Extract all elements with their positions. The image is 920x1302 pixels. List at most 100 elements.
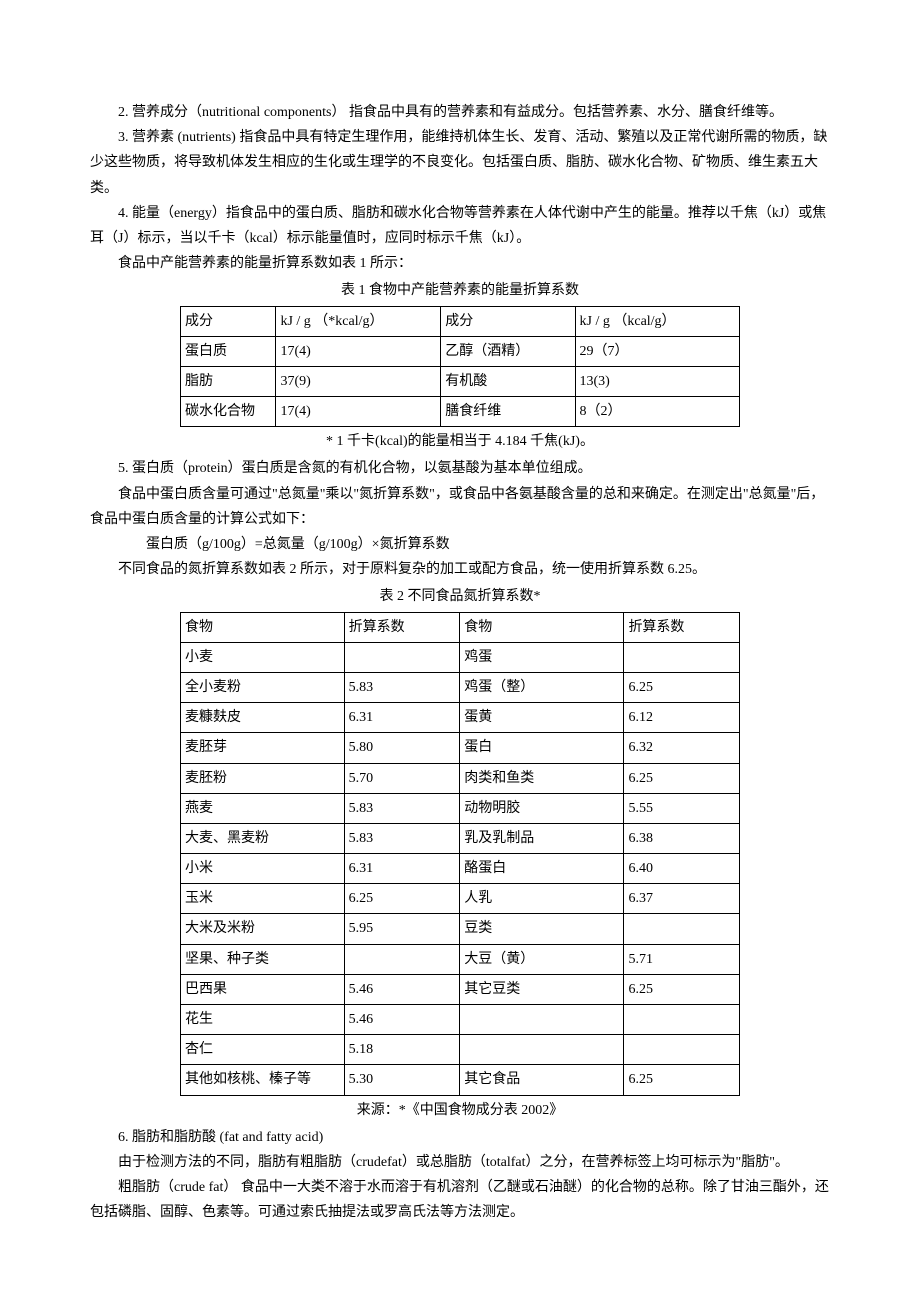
table-cell (624, 1005, 740, 1035)
paragraph-9: 由于检测方法的不同，脂肪有粗脂肪（crudefat）或总脂肪（totalfat）… (90, 1150, 830, 1175)
table-row: 脂肪 37(9) 有机酸 13(3) (181, 366, 740, 396)
table-cell: 6.37 (624, 884, 740, 914)
table-row: 食物 折算系数 食物 折算系数 (181, 612, 740, 642)
table-cell: 大米及米粉 (181, 914, 345, 944)
table-header: 成分 (441, 306, 575, 336)
table-cell: 蛋白 (460, 733, 624, 763)
table-cell: 麦胚粉 (181, 763, 345, 793)
table2-footnote: 来源：*《中国食物成分表 2002》 (90, 1098, 830, 1123)
table-cell (344, 642, 460, 672)
table-cell: 5.55 (624, 793, 740, 823)
table-cell: 8（2） (575, 397, 739, 427)
table-cell: 5.80 (344, 733, 460, 763)
table-cell: 大豆（黄） (460, 944, 624, 974)
table-cell: 5.95 (344, 914, 460, 944)
table-cell: 6.25 (344, 884, 460, 914)
table-header: 折算系数 (624, 612, 740, 642)
paragraph-10: 粗脂肪（crude fat） 食品中一大类不溶于水而溶于有机溶剂（乙醚或石油醚）… (90, 1175, 830, 1225)
table-cell: 6.25 (624, 974, 740, 1004)
table-cell: 动物明胶 (460, 793, 624, 823)
table-cell: 13(3) (575, 366, 739, 396)
table-row: 燕麦5.83动物明胶5.55 (181, 793, 740, 823)
table-row: 麦胚芽5.80蛋白6.32 (181, 733, 740, 763)
table-cell: 5.18 (344, 1035, 460, 1065)
table-cell: 大麦、黑麦粉 (181, 823, 345, 853)
table-row: 杏仁5.18 (181, 1035, 740, 1065)
paragraph-table1-intro: 食品中产能营养素的能量折算系数如表 1 所示： (90, 251, 830, 276)
table-cell: 5.30 (344, 1065, 460, 1095)
table-cell: 17(4) (276, 397, 441, 427)
table-cell: 蛋白质 (181, 336, 276, 366)
table-cell: 玉米 (181, 884, 345, 914)
table-cell: 6.40 (624, 854, 740, 884)
table-cell: 5.46 (344, 1005, 460, 1035)
table-cell: 膳食纤维 (441, 397, 575, 427)
table-row: 麦糠麸皮6.31蛋黄6.12 (181, 703, 740, 733)
table-2: 食物 折算系数 食物 折算系数 小麦鸡蛋全小麦粉5.83鸡蛋（整）6.25麦糠麸… (180, 612, 740, 1096)
table-1: 成分 kJ / g （*kcal/g） 成分 kJ / g （kcal/g） 蛋… (180, 306, 740, 428)
table-cell: 29（7） (575, 336, 739, 366)
table-cell (624, 1035, 740, 1065)
table-cell (624, 642, 740, 672)
table-row: 其他如核桃、榛子等5.30其它食品6.25 (181, 1065, 740, 1095)
table-cell: 5.46 (344, 974, 460, 1004)
table-cell: 5.83 (344, 793, 460, 823)
formula: 蛋白质（g/100g）=总氮量（g/100g）×氮折算系数 (90, 532, 830, 557)
table-row: 巴西果5.46其它豆类6.25 (181, 974, 740, 1004)
table-cell: 5.70 (344, 763, 460, 793)
table-row: 花生5.46 (181, 1005, 740, 1035)
table-row: 蛋白质 17(4) 乙醇（酒精） 29（7） (181, 336, 740, 366)
paragraph-6: 食品中蛋白质含量可通过"总氮量"乘以"氮折算系数"，或食品中各氨基酸含量的总和来… (90, 482, 830, 532)
table-cell: 6.25 (624, 672, 740, 702)
table-cell: 6.25 (624, 1065, 740, 1095)
table-cell: 17(4) (276, 336, 441, 366)
table-row: 玉米6.25人乳6.37 (181, 884, 740, 914)
table-cell (624, 914, 740, 944)
table-cell: 麦胚芽 (181, 733, 345, 763)
table-cell: 脂肪 (181, 366, 276, 396)
table-header: 食物 (460, 612, 624, 642)
paragraph-2: 2. 营养成分（nutritional components） 指食品中具有的营… (90, 100, 830, 125)
table1-caption: 表 1 食物中产能营养素的能量折算系数 (90, 278, 830, 303)
table-cell: 全小麦粉 (181, 672, 345, 702)
table-header: 折算系数 (344, 612, 460, 642)
table-row: 大麦、黑麦粉5.83乳及乳制品6.38 (181, 823, 740, 853)
table-header: 成分 (181, 306, 276, 336)
table-cell: 燕麦 (181, 793, 345, 823)
table2-caption: 表 2 不同食品氮折算系数* (90, 584, 830, 609)
table-cell: 巴西果 (181, 974, 345, 1004)
table-cell: 其它食品 (460, 1065, 624, 1095)
table-cell: 6.12 (624, 703, 740, 733)
paragraph-5: 5. 蛋白质（protein）蛋白质是含氮的有机化合物，以氨基酸为基本单位组成。 (90, 456, 830, 481)
table-row: 小米6.31酪蛋白6.40 (181, 854, 740, 884)
table-cell: 麦糠麸皮 (181, 703, 345, 733)
paragraph-3: 3. 营养素 (nutrients) 指食品中具有特定生理作用，能维持机体生长、… (90, 125, 830, 201)
table-cell: 小米 (181, 854, 345, 884)
table-header: kJ / g （*kcal/g） (276, 306, 441, 336)
table-cell: 杏仁 (181, 1035, 345, 1065)
table-cell: 6.32 (624, 733, 740, 763)
table-cell: 人乳 (460, 884, 624, 914)
paragraph-7: 不同食品的氮折算系数如表 2 所示，对于原料复杂的加工或配方食品，统一使用折算系… (90, 557, 830, 582)
table-row: 小麦鸡蛋 (181, 642, 740, 672)
table-row: 碳水化合物 17(4) 膳食纤维 8（2） (181, 397, 740, 427)
paragraph-4: 4. 能量（energy）指食品中的蛋白质、脂肪和碳水化合物等营养素在人体代谢中… (90, 201, 830, 251)
table-header: 食物 (181, 612, 345, 642)
table-cell: 6.31 (344, 854, 460, 884)
table-cell: 酪蛋白 (460, 854, 624, 884)
table-cell: 有机酸 (441, 366, 575, 396)
table-cell: 37(9) (276, 366, 441, 396)
table-row: 麦胚粉5.70肉类和鱼类6.25 (181, 763, 740, 793)
table-row: 全小麦粉5.83鸡蛋（整）6.25 (181, 672, 740, 702)
table-cell: 碳水化合物 (181, 397, 276, 427)
table-cell: 肉类和鱼类 (460, 763, 624, 793)
table-cell (460, 1005, 624, 1035)
table-cell: 5.83 (344, 672, 460, 702)
table-cell: 花生 (181, 1005, 345, 1035)
table-cell: 坚果、种子类 (181, 944, 345, 974)
table-cell: 5.71 (624, 944, 740, 974)
table-cell: 豆类 (460, 914, 624, 944)
table-cell: 乳及乳制品 (460, 823, 624, 853)
table-header: kJ / g （kcal/g） (575, 306, 739, 336)
table-row: 成分 kJ / g （*kcal/g） 成分 kJ / g （kcal/g） (181, 306, 740, 336)
